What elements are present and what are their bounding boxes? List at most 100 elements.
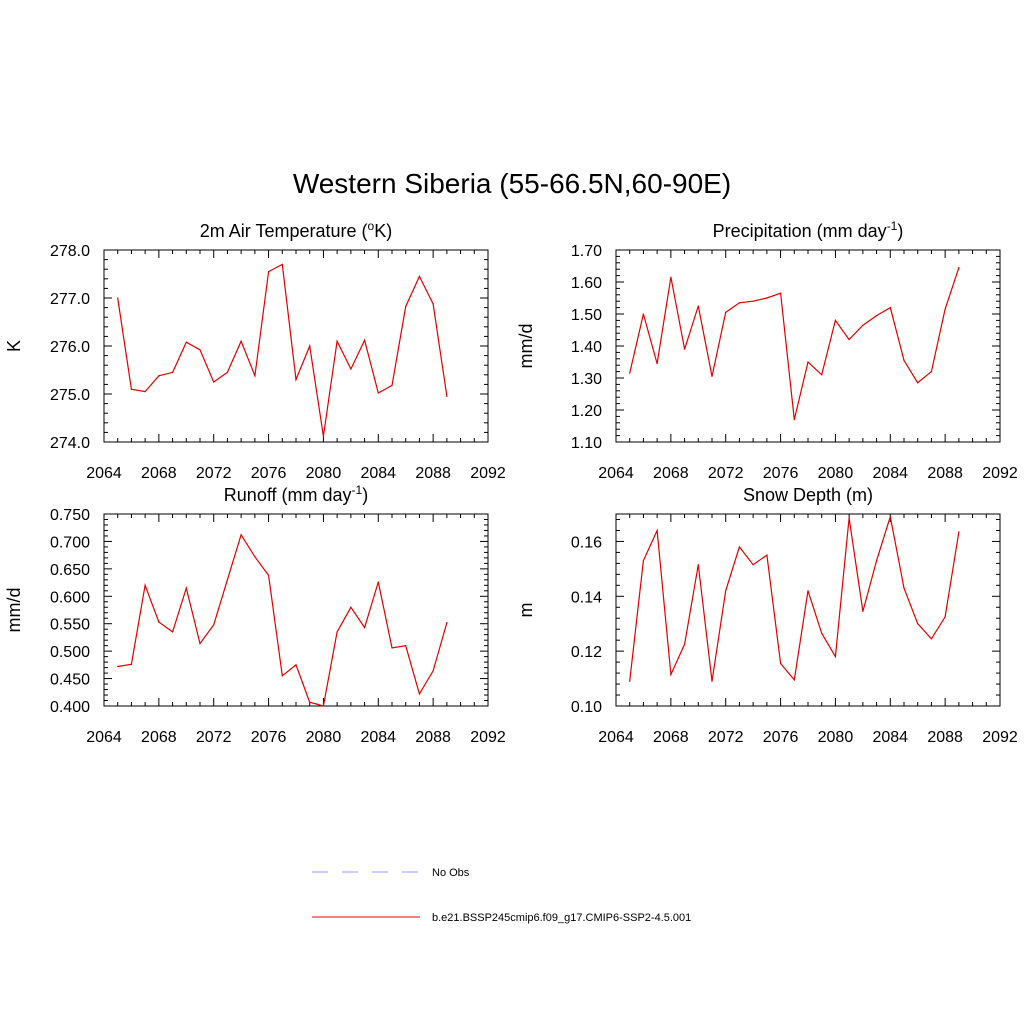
y-tick-label: 1.70 — [571, 243, 602, 260]
x-tick-label: 2076 — [251, 465, 287, 482]
data-point — [295, 379, 297, 381]
data-point — [766, 297, 768, 299]
x-tick-label: 2084 — [872, 729, 908, 746]
data-point — [903, 587, 905, 589]
data-point — [363, 339, 366, 341]
data-point — [391, 647, 393, 649]
data-point — [807, 361, 809, 363]
y-axis-label: K — [4, 340, 24, 352]
panel-title: Precipitation (mm day-1) — [713, 219, 904, 241]
data-point — [944, 616, 946, 618]
data-point — [889, 307, 891, 309]
x-tick-label: 2088 — [415, 465, 451, 482]
data-point — [793, 419, 795, 421]
data-point — [766, 554, 768, 556]
y-tick-label: 0.400 — [50, 699, 90, 716]
data-point — [725, 590, 727, 592]
data-point — [199, 642, 201, 645]
data-point — [738, 546, 741, 548]
data-point — [336, 340, 338, 342]
y-tick-label: 1.20 — [571, 403, 602, 420]
data-point — [432, 670, 434, 672]
y-axis-label: m — [516, 603, 536, 618]
y-tick-label: 0.550 — [50, 617, 90, 634]
series-line — [629, 516, 960, 682]
chart-panel-4: Snow Depth (m) m 2064 2068 2072 2076 2080 2084 2… — [516, 485, 1018, 746]
data-point — [446, 395, 448, 397]
data-point — [446, 622, 448, 624]
panel-title: 2m Air Temperature (oK) — [200, 219, 392, 241]
data-point — [642, 313, 645, 315]
data-point — [405, 306, 407, 308]
chart-panel-2: Precipitation (mm day-1) mm/d 2064 2068 2072… — [516, 219, 1018, 482]
data-point — [629, 372, 631, 374]
data-point — [670, 276, 672, 278]
x-tick-label: 2092 — [982, 465, 1018, 482]
y-tick-label: 1.10 — [571, 435, 602, 452]
data-point — [281, 675, 283, 677]
data-point — [171, 371, 174, 373]
data-point — [322, 435, 325, 437]
data-point — [642, 560, 645, 562]
data-point — [697, 564, 699, 566]
data-point — [144, 584, 146, 586]
data-point — [158, 375, 160, 377]
x-tick-label: 2080 — [818, 465, 854, 482]
y-tick-label: 0.12 — [571, 644, 602, 661]
data-point — [903, 359, 905, 361]
data-point — [738, 302, 741, 304]
data-point — [240, 534, 242, 536]
data-point — [752, 300, 754, 302]
data-point — [917, 382, 919, 384]
data-point — [875, 560, 878, 562]
data-point — [213, 381, 215, 383]
x-tick-label: 2092 — [470, 729, 506, 746]
y-tick-label: 0.450 — [50, 672, 90, 689]
data-point — [226, 371, 229, 373]
x-tick-label: 2084 — [360, 729, 396, 746]
data-point — [185, 341, 187, 343]
x-tick-label: 2068 — [653, 729, 689, 746]
y-tick-label: 1.40 — [571, 339, 602, 356]
x-tick-label: 2072 — [708, 465, 744, 482]
x-tick-label: 2064 — [598, 465, 634, 482]
plot-frame — [615, 249, 1001, 443]
data-point — [391, 384, 393, 386]
data-point — [670, 673, 672, 676]
data-point — [862, 610, 864, 612]
data-point — [958, 267, 960, 269]
data-point — [363, 626, 366, 629]
x-tick-label: 2072 — [196, 729, 232, 746]
data-point — [336, 631, 338, 633]
x-tick-label: 2064 — [86, 729, 122, 746]
data-point — [377, 581, 379, 583]
data-point — [117, 665, 119, 668]
data-point — [629, 680, 631, 682]
x-tick-label: 2080 — [306, 465, 342, 482]
y-axis-label: mm/d — [4, 588, 24, 633]
data-point — [418, 693, 421, 695]
data-point — [377, 392, 379, 394]
data-point — [254, 556, 256, 558]
x-tick-label: 2084 — [872, 465, 908, 482]
data-point — [199, 349, 201, 351]
x-tick-label: 2064 — [598, 729, 634, 746]
y-tick-label: 1.50 — [571, 307, 602, 324]
y-tick-label: 1.60 — [571, 275, 602, 292]
data-point — [185, 587, 187, 589]
data-point — [240, 340, 242, 342]
chart-panel-1: 2m Air Temperature (oK) K 2064 2068 2072 2076… — [4, 219, 506, 482]
data-point — [944, 308, 946, 310]
data-point — [432, 303, 434, 305]
panel-title: Runoff (mm day-1) — [224, 483, 368, 505]
panel-title: Snow Depth (m) — [743, 485, 873, 505]
data-point — [226, 579, 229, 581]
y-tick-label: 275.0 — [50, 387, 90, 404]
x-tick-label: 2068 — [141, 729, 177, 746]
y-axis-label: mm/d — [516, 324, 536, 369]
y-tick-label: 0.650 — [50, 562, 90, 579]
x-tick-label: 2072 — [196, 465, 232, 482]
x-tick-label: 2080 — [818, 729, 854, 746]
data-point — [281, 263, 283, 265]
y-tick-label: 277.0 — [50, 291, 90, 308]
